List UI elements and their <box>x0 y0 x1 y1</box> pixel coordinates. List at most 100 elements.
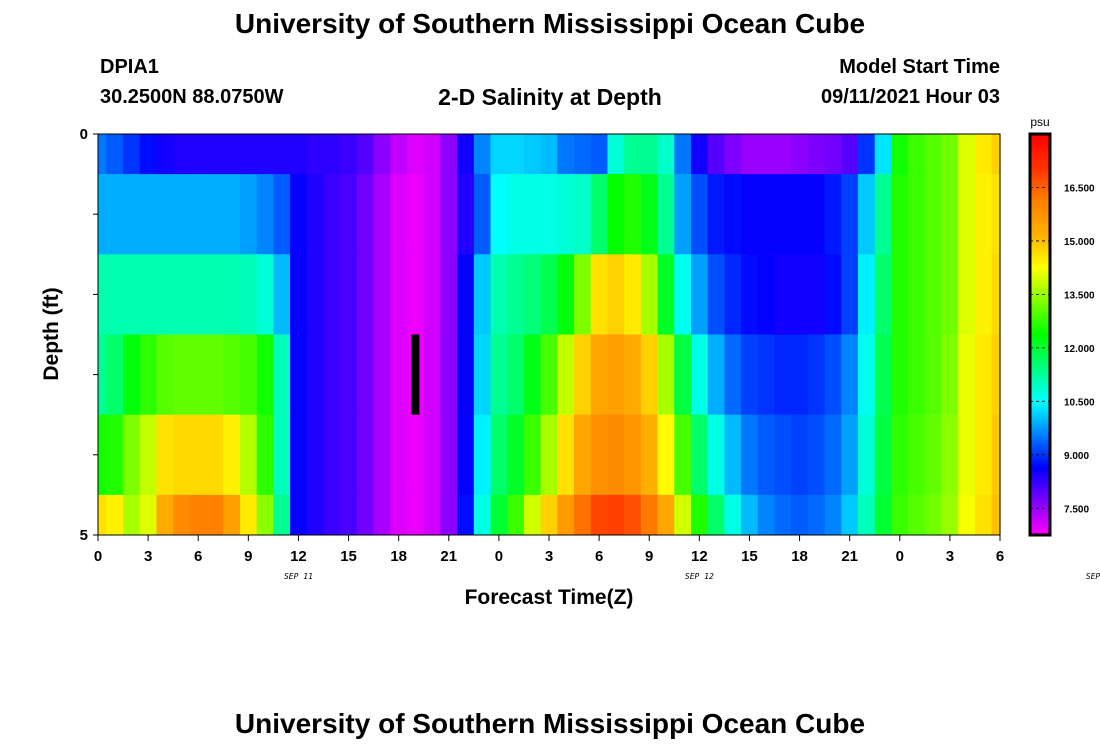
heatmap-cell <box>457 334 475 416</box>
heatmap-cell <box>423 254 442 335</box>
heatmap-cell <box>189 334 208 416</box>
heatmap-cell <box>239 414 258 496</box>
heatmap-cell <box>206 174 224 255</box>
heatmap-cell <box>290 254 308 335</box>
heatmap-cell <box>590 254 609 335</box>
heatmap-cell <box>574 174 592 255</box>
x-tick-label: 3 <box>545 548 553 565</box>
heatmap-cell <box>607 254 625 335</box>
heatmap-cell <box>273 174 291 255</box>
heatmap-cell <box>590 414 609 496</box>
heatmap-cell <box>841 254 859 335</box>
heatmap-cell <box>657 494 675 536</box>
heatmap-cell <box>824 414 842 496</box>
heatmap-cell <box>640 174 659 255</box>
heatmap-cell <box>106 414 124 496</box>
heatmap-cell <box>156 494 174 536</box>
heatmap-cell <box>807 414 826 496</box>
heatmap-cell <box>239 174 258 255</box>
heatmap-cell <box>123 414 141 496</box>
heatmap-cell <box>156 174 174 255</box>
heatmap-cell <box>390 414 408 496</box>
heatmap-cell <box>490 334 508 416</box>
station-coordinates: 30.2500N 88.0750W <box>100 86 284 108</box>
heatmap-cell <box>139 134 158 175</box>
heatmap-cell <box>590 334 609 416</box>
heatmap-cell <box>774 494 792 536</box>
heatmap-cell <box>273 134 291 175</box>
heatmap-cell <box>640 254 659 335</box>
footer-title: University of Southern Mississippi Ocean… <box>234 708 866 739</box>
heatmap-cell <box>223 254 241 335</box>
heatmap-cell <box>373 494 391 536</box>
heatmap-cell <box>858 494 876 536</box>
heatmap-cell <box>407 174 425 255</box>
heatmap-cell <box>173 174 191 255</box>
heatmap-cell <box>507 134 525 175</box>
heatmap-cell <box>674 174 692 255</box>
model-start-value: 09/11/2021 Hour 03 <box>820 86 1000 108</box>
heatmap-cell <box>590 494 609 536</box>
heatmap-cell <box>924 134 943 175</box>
heatmap-cell <box>757 414 776 496</box>
heatmap-cell <box>206 334 224 416</box>
heatmap-cell <box>858 174 876 255</box>
heatmap-cell <box>941 414 959 496</box>
heatmap-cell <box>757 134 776 175</box>
heatmap-cell <box>707 254 725 335</box>
colorbar-unit: psu <box>1030 115 1049 129</box>
heatmap-cell <box>239 334 258 416</box>
heatmap-cell <box>908 494 926 536</box>
heatmap-cell <box>156 134 174 175</box>
heatmap-cell <box>256 334 274 416</box>
colorbar-gradient <box>1028 132 1052 537</box>
heatmap-cell <box>941 174 959 255</box>
heatmap-cell <box>256 174 274 255</box>
heatmap-cell <box>123 494 141 536</box>
heatmap-cell <box>423 174 442 255</box>
heatmap-cell <box>356 254 375 335</box>
heatmap-cell <box>206 134 224 175</box>
heatmap-cell <box>741 174 759 255</box>
heatmap-cell <box>774 134 792 175</box>
heatmap-cell <box>206 414 224 496</box>
heatmap-cell <box>640 414 659 496</box>
heatmap-cell <box>807 174 826 255</box>
heatmap-cell <box>457 494 475 536</box>
heatmap-cell <box>974 494 993 536</box>
heatmap-cell <box>908 174 926 255</box>
heatmap-cell <box>507 254 525 335</box>
heatmap-cell <box>891 494 909 536</box>
heatmap-cell <box>256 414 274 496</box>
heatmap-cell <box>657 414 675 496</box>
heatmap-cell <box>858 334 876 416</box>
heatmap-cell <box>924 414 943 496</box>
heatmap-cell <box>523 174 542 255</box>
heatmap-cell <box>908 254 926 335</box>
heatmap-cell <box>707 134 725 175</box>
heatmap-cell <box>356 414 375 496</box>
heatmap-cell <box>239 254 258 335</box>
heatmap-cell <box>323 334 341 416</box>
heatmap-cell <box>407 494 425 536</box>
heatmap-cell <box>991 494 1001 536</box>
heatmap-cell <box>390 134 408 175</box>
heatmap-cell <box>674 254 692 335</box>
heatmap-cell <box>774 414 792 496</box>
heatmap-cell <box>791 494 809 536</box>
heatmap-cell <box>540 494 558 536</box>
heatmap-cell <box>273 414 291 496</box>
heatmap-cell <box>974 414 993 496</box>
heatmap-cell <box>807 254 826 335</box>
heatmap-cell <box>407 414 425 496</box>
heatmap-cell <box>908 334 926 416</box>
heatmap-cell <box>574 134 592 175</box>
heatmap-cells <box>98 134 1001 536</box>
heatmap-cell <box>407 254 425 335</box>
heatmap-cell <box>373 334 391 416</box>
heatmap-cell <box>189 494 208 536</box>
heatmap-cell <box>674 134 692 175</box>
heatmap-cell <box>507 334 525 416</box>
heatmap-cell <box>791 134 809 175</box>
